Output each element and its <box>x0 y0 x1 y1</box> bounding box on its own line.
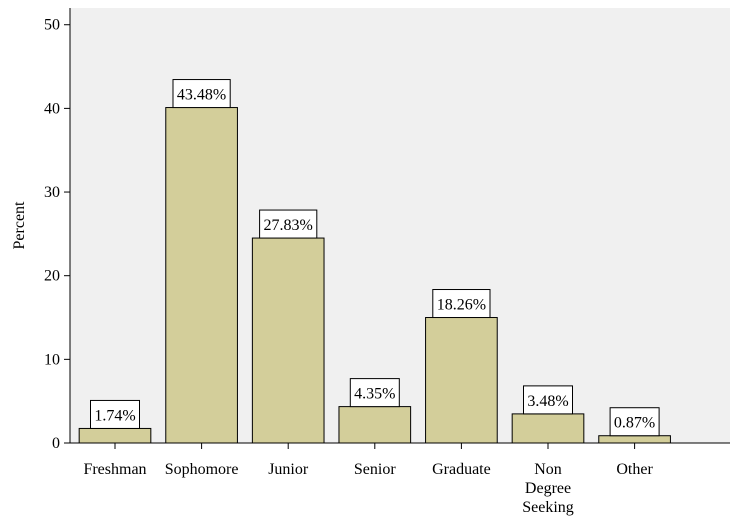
x-tick-label-line: Degree <box>525 480 571 497</box>
y-axis-title: Percent <box>11 201 28 250</box>
y-tick-label: 50 <box>44 17 60 34</box>
y-tick-label: 20 <box>44 268 60 285</box>
x-tick-label-line: Non <box>534 461 562 478</box>
bar <box>511 413 585 444</box>
bar-group: 3.48% <box>511 385 585 444</box>
x-tick-label-line: Sophomore <box>165 461 239 478</box>
bar <box>425 317 498 444</box>
bar <box>78 427 152 444</box>
bar <box>251 237 325 444</box>
data-label-box <box>259 209 318 239</box>
x-tick-label: Other <box>616 461 653 478</box>
data-label-box <box>609 407 660 437</box>
data-label-box <box>349 378 400 408</box>
x-tick-label-line: Freshman <box>83 461 146 478</box>
bar <box>165 107 238 444</box>
bar-group: 1.74% <box>78 399 152 444</box>
y-tick-label: 10 <box>44 351 60 368</box>
data-label: 1.74% <box>94 407 135 424</box>
x-tick-label-line: Seeking <box>522 499 574 516</box>
data-label-box <box>90 399 140 429</box>
x-tick-label: Senior <box>354 461 396 478</box>
x-tick-label: Freshman <box>83 461 146 478</box>
data-label: 43.48% <box>177 87 226 104</box>
bar <box>338 406 412 444</box>
y-tick-label: 40 <box>44 100 60 117</box>
bar <box>598 435 671 444</box>
data-label-box <box>432 289 491 319</box>
x-tick-label: Sophomore <box>165 461 239 478</box>
data-label: 0.87% <box>614 415 655 432</box>
data-label: 3.48% <box>527 393 568 410</box>
x-tick-label: Graduate <box>432 461 491 478</box>
x-tick-label: Non Degree Seeking <box>522 461 574 516</box>
x-tick-label-line: Other <box>616 461 653 478</box>
y-axis: 0 10 20 30 40 50 <box>44 8 71 452</box>
y-tick-label: 30 <box>44 184 60 201</box>
x-tick-label-line: Junior <box>268 461 309 478</box>
data-label-box <box>172 79 231 109</box>
bar-group: 18.26% <box>425 289 498 444</box>
y-tick-label: 0 <box>52 435 60 452</box>
data-label: 4.35% <box>354 386 395 403</box>
bar-group: 0.87% <box>598 407 671 444</box>
x-axis: Freshman Sophomore Junior Senior Graduate Non… <box>70 442 730 516</box>
x-tick-label-line: Senior <box>354 461 396 478</box>
data-label: 18.26% <box>437 297 486 314</box>
data-label: 27.83% <box>264 217 313 234</box>
bar-group: 27.83% <box>251 209 325 444</box>
bar-series: 1.74% 43.48% 27.83% 4.35% 18.26% 3.48% 0.87% <box>78 79 671 444</box>
x-tick-label-line: Graduate <box>432 461 491 478</box>
x-tick-label: Junior <box>268 461 309 478</box>
bar-group: 43.48% <box>165 79 238 444</box>
bar-group: 4.35% <box>338 378 412 444</box>
data-label-box <box>523 385 573 415</box>
